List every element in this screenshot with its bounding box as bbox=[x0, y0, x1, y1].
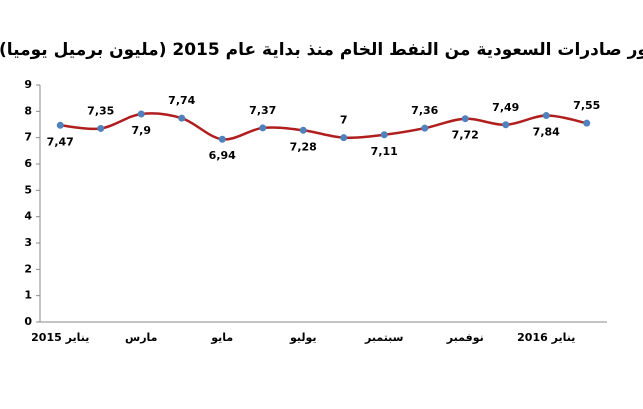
marker bbox=[461, 115, 469, 123]
marker bbox=[542, 112, 550, 120]
y-tick-label: 0 bbox=[24, 315, 32, 328]
marker bbox=[421, 124, 429, 132]
marker bbox=[340, 134, 348, 142]
data-label: 7,28 bbox=[290, 140, 317, 153]
marker bbox=[299, 126, 307, 134]
y-tick-label: 5 bbox=[24, 183, 32, 196]
data-label: 6,94 bbox=[209, 149, 236, 162]
marker bbox=[583, 119, 591, 127]
y-tick-label: 1 bbox=[24, 289, 32, 302]
marker bbox=[97, 124, 105, 132]
marker bbox=[137, 110, 145, 118]
marker bbox=[502, 121, 510, 129]
x-tick-label: يناير 2016 bbox=[517, 331, 575, 344]
x-tick-label: نوفمبر bbox=[446, 331, 484, 344]
marker bbox=[259, 124, 267, 132]
x-tick-label: سبتمبر bbox=[364, 331, 404, 344]
y-tick-label: 6 bbox=[24, 157, 32, 170]
data-label: 7,36 bbox=[411, 104, 438, 117]
data-label: 7,74 bbox=[168, 94, 195, 107]
x-tick-label: مايو bbox=[210, 331, 233, 344]
data-label: 7,72 bbox=[452, 129, 479, 142]
data-label: 7,49 bbox=[492, 101, 519, 114]
marker bbox=[178, 114, 186, 122]
marker bbox=[380, 131, 388, 139]
y-tick-label: 3 bbox=[24, 236, 32, 249]
data-label: 7,37 bbox=[249, 104, 276, 117]
data-label: 7,55 bbox=[573, 99, 600, 112]
x-tick-label: يناير 2015 bbox=[31, 331, 89, 344]
data-label: 7 bbox=[340, 114, 348, 127]
data-label: 7,11 bbox=[371, 145, 398, 158]
y-tick-label: 8 bbox=[24, 104, 32, 117]
y-tick-label: 9 bbox=[24, 78, 32, 91]
y-tick-label: 4 bbox=[24, 210, 32, 223]
x-tick-label: يوليو bbox=[289, 331, 317, 344]
data-label: 7,9 bbox=[132, 124, 152, 137]
data-label: 7,84 bbox=[533, 126, 560, 139]
data-label: 7,47 bbox=[47, 135, 74, 148]
data-label: 7,35 bbox=[87, 104, 114, 117]
x-tick-label: مارس bbox=[125, 331, 157, 344]
marker bbox=[218, 135, 226, 143]
y-tick-label: 7 bbox=[24, 131, 32, 144]
marker bbox=[56, 121, 64, 129]
y-tick-label: 2 bbox=[24, 262, 32, 275]
chart-title: تطور صادرات السعودية من النفط الخام منذ … bbox=[0, 40, 643, 60]
